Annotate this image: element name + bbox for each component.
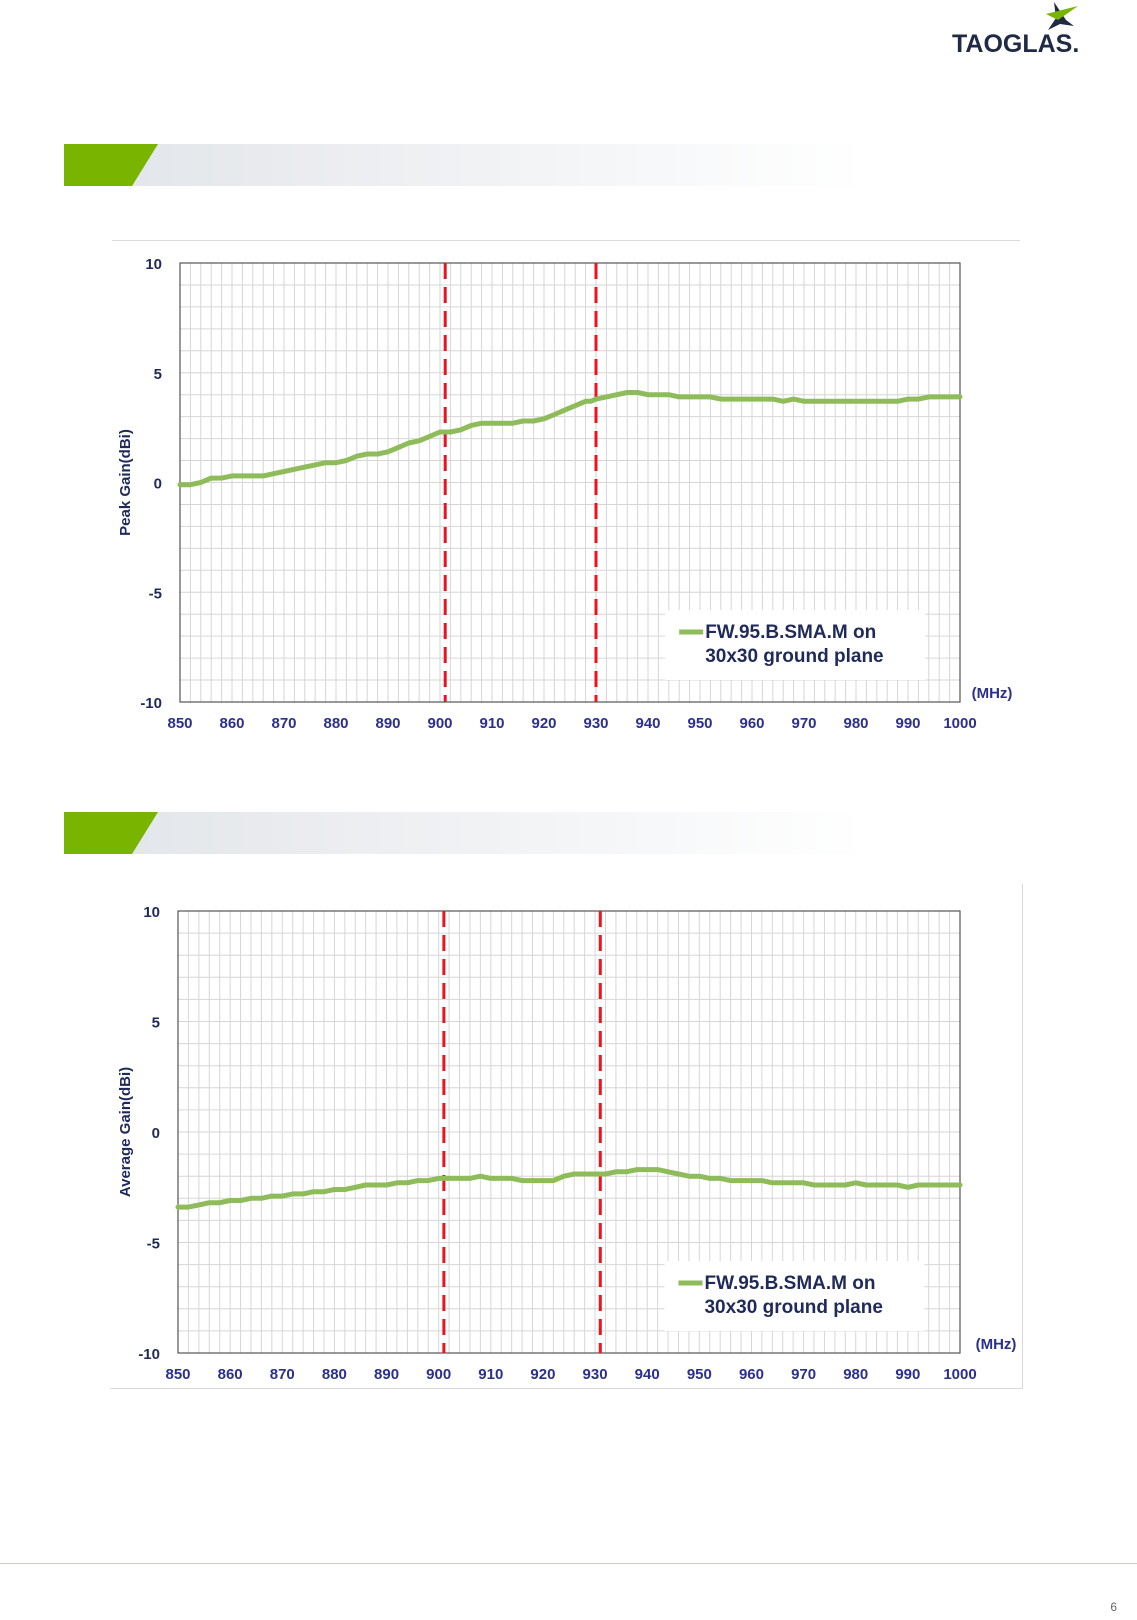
section-header-bar-1 [64, 144, 864, 186]
x-tick-label: 1000 [943, 1366, 976, 1383]
x-tick-label: 1000 [943, 715, 976, 732]
taoglas-logo: TAOGLAS. [950, 0, 1120, 60]
x-tick-label: 900 [426, 1366, 451, 1383]
x-tick-label: 880 [323, 715, 348, 732]
legend-label-line2: 30x30 ground plane [704, 1297, 882, 1318]
x-tick-label: 900 [427, 715, 452, 732]
legend-label-line2: 30x30 ground plane [705, 646, 883, 667]
x-tick-label: 850 [165, 1366, 190, 1383]
x-tick-label: 980 [843, 1366, 868, 1383]
y-tick-label: -5 [147, 1236, 160, 1253]
x-tick-label: 990 [895, 715, 920, 732]
x-tick-label: 870 [270, 1366, 295, 1383]
x-tick-label: 890 [374, 1366, 399, 1383]
y-tick-label: 10 [143, 904, 160, 921]
legend-label-line1: FW.95.B.SMA.M on [704, 1273, 875, 1294]
page-number: 6 [1110, 1600, 1117, 1614]
x-tick-label: 860 [218, 1366, 243, 1383]
peak-gain-chart: 10 5 0 -5 -10 850 860 870 880 890 900 910 920 930 940 9… [117, 256, 1012, 732]
x-tick-label: 850 [167, 715, 192, 732]
x-tick-label: 880 [322, 1366, 347, 1383]
series-line [175, 1167, 963, 1210]
plot-area: 10 5 0 -5 -10 850 860 870 880 890 900 910 920 930 940 9… [117, 256, 1012, 732]
legend-label-line1: FW.95.B.SMA.M on [705, 622, 876, 643]
x-tick-label: 990 [895, 1366, 920, 1383]
y-tick-label: -5 [149, 585, 162, 602]
y-axis-label: Average Gain(dBi) [117, 1067, 134, 1197]
x-tick-label: 870 [271, 715, 296, 732]
x-tick-label: 930 [583, 1366, 608, 1383]
x-tick-label: 920 [530, 1366, 555, 1383]
series-line [177, 390, 963, 488]
x-tick-label: 960 [739, 1366, 764, 1383]
x-tick-label: 910 [479, 715, 504, 732]
y-tick-label: 10 [145, 256, 162, 273]
y-tick-label: 0 [154, 476, 162, 493]
chart-2-frame [110, 884, 1023, 1389]
x-tick-label: 940 [635, 715, 660, 732]
section-header-bar-2 [64, 812, 864, 854]
x-tick-label: 950 [687, 715, 712, 732]
x-axis-unit: (MHz) [972, 685, 1013, 702]
plot-frame [177, 910, 961, 1354]
x-tick-label: 980 [843, 715, 868, 732]
plot-area: 10 5 0 -5 -10 850 860 870 880 890 900 910 920 930 940 9… [117, 904, 1016, 1383]
y-tick-label: -10 [140, 695, 162, 712]
y-axis-label: Peak Gain(dBi) [117, 429, 134, 536]
x-tick-label: 940 [635, 1366, 660, 1383]
footer-divider [0, 1563, 1137, 1564]
x-tick-label: 860 [219, 715, 244, 732]
x-tick-label: 930 [583, 715, 608, 732]
x-tick-label: 960 [739, 715, 764, 732]
x-tick-label: 970 [791, 715, 816, 732]
y-tick-label: -10 [138, 1346, 160, 1363]
x-tick-label: 910 [478, 1366, 503, 1383]
x-tick-label: 970 [791, 1366, 816, 1383]
y-tick-label: 5 [152, 1015, 160, 1032]
legend-box [664, 1261, 925, 1331]
x-tick-label: 920 [531, 715, 556, 732]
x-tick-label: 950 [687, 1366, 712, 1383]
y-tick-label: 0 [152, 1125, 160, 1142]
logo-star-icon [1046, 2, 1078, 30]
chart-1-top-border [112, 240, 1020, 241]
x-axis-unit: (MHz) [976, 1336, 1017, 1353]
x-tick-label: 890 [375, 715, 400, 732]
legend-box [665, 610, 926, 680]
average-gain-chart: 10 5 0 -5 -10 850 860 870 880 890 900 910 920 930 940 9… [117, 904, 1016, 1383]
logo-text: TAOGLAS. [952, 30, 1080, 58]
y-tick-label: 5 [154, 366, 162, 383]
